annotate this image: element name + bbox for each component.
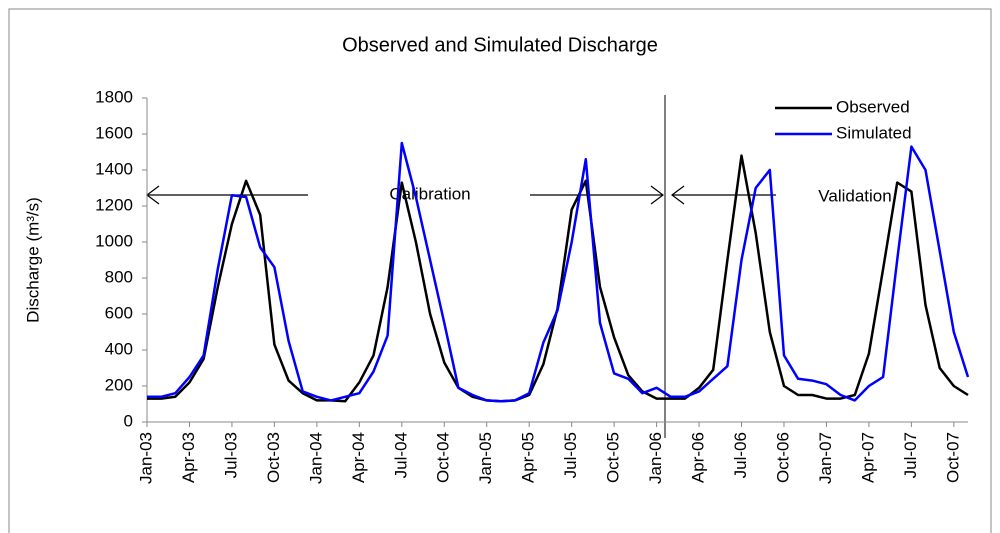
x-tick-label: Jul-04 bbox=[391, 432, 410, 478]
y-tick-label: 1000 bbox=[95, 231, 133, 250]
y-tick-label: 200 bbox=[105, 375, 133, 394]
chart-title: Observed and Simulated Discharge bbox=[342, 34, 658, 56]
legend-label: Observed bbox=[836, 97, 910, 116]
annotation: Validation bbox=[818, 186, 891, 205]
y-axis-label: Discharge (m³/s) bbox=[23, 197, 42, 323]
x-tick-label: Oct-04 bbox=[434, 432, 453, 483]
x-tick-label: Jul-06 bbox=[731, 432, 750, 478]
y-tick-label: 800 bbox=[105, 267, 133, 286]
series-line bbox=[147, 141, 970, 403]
x-tick-label: Apr-05 bbox=[519, 432, 538, 483]
x-tick-label: Apr-03 bbox=[179, 432, 198, 483]
x-tick-label: Apr-07 bbox=[858, 432, 877, 483]
y-tick-label: 0 bbox=[124, 411, 133, 430]
y-tick-label: 1400 bbox=[95, 159, 133, 178]
label-bg bbox=[360, 182, 500, 208]
y-tick-label: 1200 bbox=[95, 195, 133, 214]
x-tick-label: Apr-06 bbox=[689, 432, 708, 483]
x-tick-label: Jul-03 bbox=[221, 432, 240, 478]
x-tick-label: Jan-04 bbox=[306, 432, 325, 484]
x-tick-label: Oct-05 bbox=[604, 432, 623, 483]
legend-label: Simulated bbox=[836, 123, 912, 142]
x-tick-label: Jul-05 bbox=[561, 432, 580, 478]
y-tick-label: 1600 bbox=[95, 123, 133, 142]
x-tick-label: Jan-03 bbox=[136, 432, 155, 484]
chart-frame bbox=[8, 8, 992, 533]
x-tick-label: Oct-07 bbox=[943, 432, 962, 483]
x-tick-label: Jan-06 bbox=[646, 432, 665, 484]
x-tick-label: Oct-03 bbox=[264, 432, 283, 483]
x-tick-label: Jan-07 bbox=[816, 432, 835, 484]
x-tick-label: Oct-06 bbox=[773, 432, 792, 483]
x-tick-label: Apr-04 bbox=[349, 432, 368, 483]
x-tick-label: Jan-05 bbox=[476, 432, 495, 484]
y-tick-label: 400 bbox=[105, 339, 133, 358]
y-tick-label: 600 bbox=[105, 303, 133, 322]
arrows bbox=[146, 185, 776, 205]
y-tick-label: 1800 bbox=[95, 87, 133, 106]
x-tick-label: Jul-07 bbox=[901, 432, 920, 478]
annotation: Calibration bbox=[389, 184, 470, 203]
